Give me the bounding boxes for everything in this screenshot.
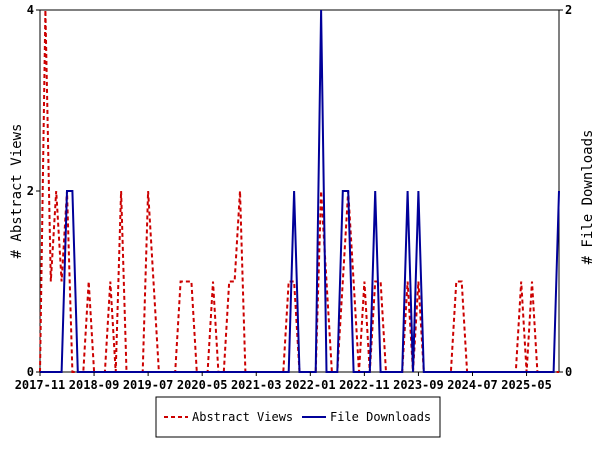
legend-box [155,396,441,438]
x-tick-label: 2024-07 [447,378,498,392]
plot-frame [39,9,560,373]
x-tick-label: 2022-11 [339,378,390,392]
x-tick-label: 2021-03 [231,378,282,392]
y-axis-title: # Abstract Views [9,124,25,259]
axes: 0 2 4 0 2 2017-11 2018-09 2019-07 2020-05 2021-03… [15,3,573,392]
y-tick-label: 4 [27,3,34,17]
legend-label-file-downloads: File Downloads [330,410,431,424]
legend: Abstract Views File Downloads [155,396,441,438]
legend-label-abstract-views: Abstract Views [192,410,293,424]
x-tick-label: 2017-11 [15,378,66,392]
y-tick-label: 2 [27,184,34,198]
plot-area [39,9,560,373]
x-tick-label: 2025-05 [501,378,552,392]
x-tick-label: 2020-05 [177,378,228,392]
x-tick-label: 2023-09 [393,378,444,392]
y2-tick-label: 2 [565,3,572,17]
x-tick-label: 2022-01 [285,378,336,392]
y-tick-label: 0 [27,365,34,379]
y2-axis-title: # File Downloads [580,130,596,265]
x-tick-label: 2019-07 [123,378,174,392]
y2-tick-label: 0 [565,365,572,379]
x-tick-label: 2018-09 [69,378,120,392]
